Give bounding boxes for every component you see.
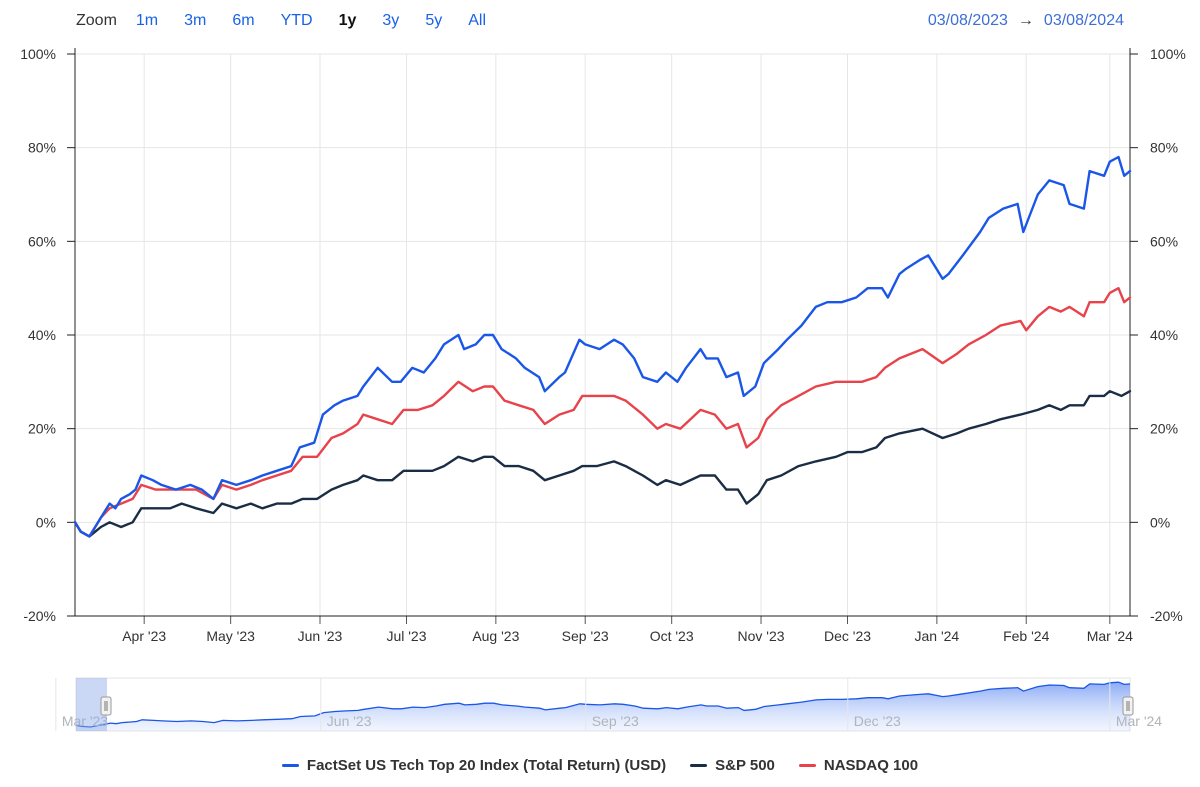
- navigator-right-handle[interactable]: [1122, 696, 1134, 716]
- legend-swatch-nasdaq: [798, 763, 816, 767]
- x-tick-label: May '23: [206, 628, 255, 644]
- legend-label-nasdaq: NASDAQ 100: [823, 756, 919, 774]
- range-from-date[interactable]: 03/08/2023: [927, 12, 1008, 29]
- y-tick-label-left: 40%: [28, 327, 56, 343]
- navigator[interactable]: Mar '23 Jun '23 Sep '23 Dec '23 Mar '24: [55, 677, 1162, 732]
- navigator-area: [76, 682, 1130, 731]
- x-tick-label: Jun '23: [298, 628, 343, 644]
- y-tick-label-right: 60%: [1150, 233, 1178, 249]
- y-tick-label-right: 40%: [1150, 327, 1178, 343]
- navigator-left-handle[interactable]: [100, 696, 112, 716]
- x-tick-label: Apr '23: [122, 628, 166, 644]
- zoom-toolbar: Zoom 1m 3m 6m YTD 1y 3y 5y All: [76, 8, 512, 34]
- x-tick-label: Aug '23: [472, 628, 519, 644]
- y-tick-label-left: 80%: [28, 140, 56, 156]
- y-tick-label-left: 20%: [28, 421, 56, 437]
- y-tick-label-left: 100%: [20, 46, 56, 62]
- gridlines: [75, 53, 1130, 617]
- y-tick-label-left: 0%: [36, 514, 56, 530]
- series-line-factset: [73, 155, 1132, 538]
- x-tick-label: Mar '24: [1087, 628, 1133, 644]
- y-tick-label-right: 20%: [1150, 421, 1178, 437]
- legend-swatch-factset: [281, 763, 299, 767]
- zoom-6m-button[interactable]: 6m: [232, 12, 255, 29]
- x-tick-label: Dec '23: [824, 628, 871, 644]
- zoom-5y-button[interactable]: 5y: [425, 12, 443, 29]
- y-tick-label-right: -20%: [1150, 608, 1183, 624]
- navigator-label: Mar '24: [1116, 713, 1162, 729]
- zoom-3y-button[interactable]: 3y: [382, 12, 400, 29]
- date-range: 03/08/2023 → 03/08/2024: [928, 8, 1124, 34]
- zoom-ytd-button[interactable]: YTD: [280, 12, 313, 29]
- legend-label-factset: FactSet US Tech Top 20 Index (Total Retu…: [306, 756, 667, 774]
- y-tick-label-right: 100%: [1150, 46, 1186, 62]
- y-tick-label-left: -20%: [23, 608, 56, 624]
- zoom-all-button[interactable]: All: [468, 12, 486, 29]
- range-arrow-icon: →: [1017, 12, 1034, 29]
- legend-item-nasdaq[interactable]: NASDAQ 100: [798, 756, 919, 774]
- legend-item-factset[interactable]: FactSet US Tech Top 20 Index (Total Retu…: [281, 756, 667, 774]
- x-tick-label: Sep '23: [562, 628, 609, 644]
- legend-swatch-sp500: [690, 763, 708, 767]
- series-lines: [73, 155, 1132, 538]
- axes: [67, 48, 1138, 624]
- navigator-label: Sep '23: [592, 713, 639, 729]
- x-tick-label: Jul '23: [386, 628, 426, 644]
- x-tick-label: Oct '23: [650, 628, 694, 644]
- x-tick-label: Jan '24: [915, 628, 960, 644]
- legend-label-sp500: S&P 500: [715, 756, 775, 774]
- navigator-label: Jun '23: [327, 713, 372, 729]
- x-tick-label: Nov '23: [738, 628, 785, 644]
- zoom-3m-button[interactable]: 3m: [184, 12, 207, 29]
- zoom-1m-button[interactable]: 1m: [135, 12, 159, 29]
- navigator-label: Dec '23: [854, 713, 901, 729]
- y-axis-labels: -20% -20% 0% 0% 20% 20% 40% 40% 60% 60% 80% 80% 100%…: [20, 46, 1186, 624]
- navigator-label: Mar '23: [62, 713, 108, 729]
- y-tick-label-right: 80%: [1150, 140, 1178, 156]
- series-line-nasdaq: [73, 287, 1132, 538]
- zoom-1y-button[interactable]: 1y: [338, 12, 357, 29]
- legend: FactSet US Tech Top 20 Index (Total Retu…: [0, 752, 1200, 778]
- zoom-label: Zoom: [76, 12, 117, 29]
- y-tick-label-left: 60%: [28, 233, 56, 249]
- range-to-date[interactable]: 03/08/2024: [1043, 12, 1124, 29]
- series-line-sp500: [73, 390, 1132, 538]
- x-tick-label: Feb '24: [1003, 628, 1049, 644]
- line-chart: -20% -20% 0% 0% 20% 20% 40% 40% 60% 60% 80% 80% 100%…: [20, 46, 1186, 732]
- x-axis-labels: Apr '23 May '23 Jun '23 Jul '23 Aug '23 Sep '…: [122, 628, 1133, 644]
- y-tick-label-right: 0%: [1150, 514, 1170, 530]
- legend-item-sp500[interactable]: S&P 500: [690, 757, 775, 774]
